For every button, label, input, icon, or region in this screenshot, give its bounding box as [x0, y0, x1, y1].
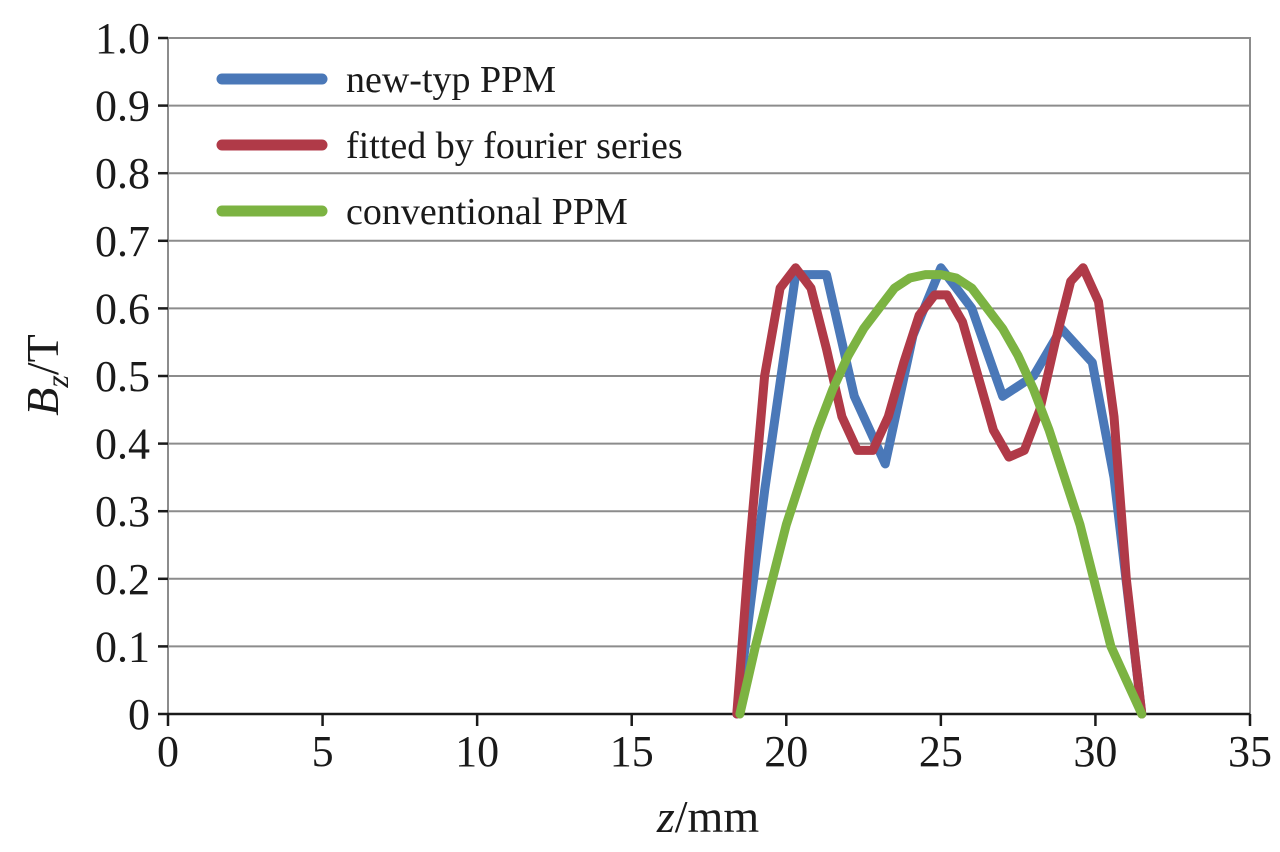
y-tick-label-5: 0.5	[95, 352, 150, 401]
x-tick-label-4: 20	[764, 727, 808, 776]
x-tick-label-1: 5	[312, 727, 334, 776]
y-tick-label-3: 0.3	[95, 487, 150, 536]
series-lines	[732, 263, 1147, 719]
x-tick-label-7: 35	[1228, 727, 1272, 776]
x-tick-label-0: 0	[157, 727, 179, 776]
legend-label-1: fitted by fourier series	[346, 125, 683, 167]
x-axis-label: z/mm	[656, 791, 759, 842]
y-ticks: 0 0.1 0.2 0.3 0.4 0.5 0.6 0.7 0.8 0.9 1.0	[95, 14, 168, 739]
x-tick-label-6: 30	[1073, 727, 1117, 776]
y-tick-label-4: 0.4	[95, 420, 150, 469]
y-axis-label: Bz/T	[17, 334, 75, 415]
y-tick-label-7: 0.7	[95, 217, 150, 266]
x-tick-label-2: 10	[455, 727, 499, 776]
y-tick-label-10: 1.0	[95, 14, 150, 63]
legend-label-2: conventional PPM	[346, 191, 628, 233]
series-line-2	[735, 270, 1147, 719]
x-ticks: 0 5 10 15 20 25 30 35	[157, 714, 1272, 776]
legend: new-typ PPM fitted by fourier series conve…	[216, 59, 683, 233]
legend-label-0: new-typ PPM	[346, 59, 556, 101]
x-tick-label-3: 15	[610, 727, 654, 776]
y-tick-label-1: 0.1	[95, 622, 150, 671]
series-line-1	[732, 263, 1147, 719]
y-tick-label-0: 0	[128, 690, 150, 739]
y-tick-label-6: 0.6	[95, 284, 150, 333]
x-tick-label-5: 25	[919, 727, 963, 776]
y-tick-label-8: 0.8	[95, 149, 150, 198]
y-tick-label-9: 0.9	[95, 82, 150, 131]
y-tick-label-2: 0.2	[95, 555, 150, 604]
